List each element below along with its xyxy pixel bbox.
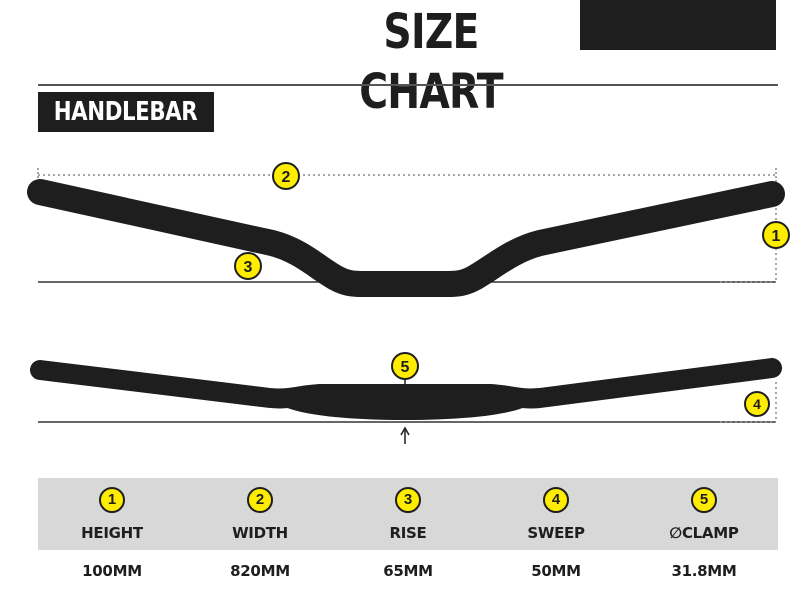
callout-height-number: 1 [772, 228, 781, 245]
spec-clamp-value: 31.8MM [671, 562, 737, 580]
callout-rise: 3 [234, 252, 262, 280]
spec-sweep-value: 50MM [531, 562, 581, 580]
top-view-clamp-section [280, 404, 530, 420]
spec-width: 2 WIDTH 820MM [186, 478, 334, 592]
spec-sweep-badge: 4 [543, 487, 569, 513]
spec-clamp-label: ∅CLAMP [669, 524, 739, 542]
section-label-text: HANDLEBAR [54, 97, 198, 127]
section-label-handlebar: HANDLEBAR [38, 92, 214, 132]
callout-width-number: 2 [282, 169, 291, 186]
spec-rise-badge: 3 [395, 487, 421, 513]
handlebar-diagram: 2 1 3 5 4 [27, 162, 790, 444]
spec-height: 1 HEIGHT 100MM [38, 478, 186, 592]
spec-clamp: 5 ∅CLAMP 31.8MM [630, 478, 778, 592]
spec-sweep: 4 SWEEP 50MM [482, 478, 630, 592]
spec-width-label: WIDTH [232, 524, 288, 542]
spec-height-badge: 1 [99, 487, 125, 513]
spec-width-badge: 2 [247, 487, 273, 513]
spec-clamp-badge: 5 [691, 487, 717, 513]
spec-rise-value: 65MM [383, 562, 433, 580]
clamp-arrow-down-head [400, 384, 410, 394]
spec-table: 1 HEIGHT 100MM 2 WIDTH 820MM 3 RISE 65MM… [38, 478, 778, 592]
callout-clamp-number: 5 [401, 359, 410, 376]
top-view-handlebar-upper [30, 358, 782, 409]
front-view-handlebar [27, 179, 785, 297]
spec-height-label: HEIGHT [81, 524, 143, 542]
spec-height-value: 100MM [82, 562, 142, 580]
callout-clamp: 5 [391, 352, 419, 380]
header-divider [38, 84, 778, 86]
spec-rise: 3 RISE 65MM [334, 478, 482, 592]
page-title: SIZE CHART [359, 4, 503, 120]
title-accent-bar [580, 0, 776, 50]
spec-sweep-label: SWEEP [527, 524, 585, 542]
callout-width: 2 [272, 162, 300, 190]
spec-width-value: 820MM [230, 562, 290, 580]
spec-rise-label: RISE [389, 524, 427, 542]
callout-sweep: 4 [744, 391, 770, 417]
callout-sweep-number: 4 [753, 396, 761, 412]
callout-height: 1 [762, 221, 790, 249]
callout-rise-number: 3 [244, 259, 253, 276]
clamp-arrow-up-head [400, 426, 410, 436]
